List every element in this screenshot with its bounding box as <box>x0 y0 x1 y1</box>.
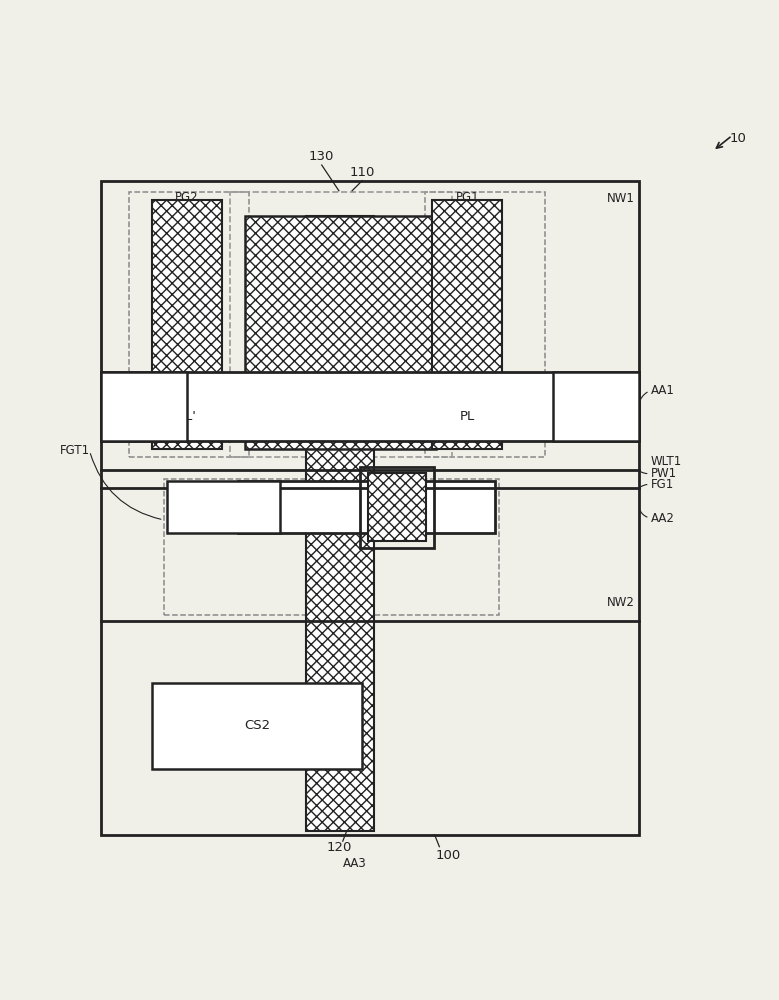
Bar <box>164 479 499 615</box>
Text: WL: WL <box>386 501 407 514</box>
Text: PL: PL <box>460 410 475 423</box>
Text: NW1: NW1 <box>607 192 635 205</box>
Text: PG2: PG2 <box>175 191 199 204</box>
Bar <box>152 200 222 449</box>
Text: BL: BL <box>216 501 232 514</box>
Text: PG1: PG1 <box>456 191 479 204</box>
Bar <box>360 467 434 548</box>
Bar <box>152 683 362 769</box>
Text: CS1: CS1 <box>131 400 157 413</box>
Text: PW1: PW1 <box>650 467 677 480</box>
Bar <box>129 192 249 457</box>
Text: AA2: AA2 <box>650 512 675 525</box>
Bar <box>238 481 495 533</box>
Text: WLT1: WLT1 <box>650 455 682 468</box>
Text: FGT1: FGT1 <box>59 444 90 457</box>
Bar <box>425 192 545 457</box>
Text: 100: 100 <box>435 849 460 862</box>
Bar <box>167 481 280 533</box>
Text: PL': PL' <box>178 410 196 423</box>
Bar <box>368 473 426 541</box>
Text: NW2: NW2 <box>607 596 635 609</box>
Bar <box>101 181 639 835</box>
Text: 120: 120 <box>326 841 351 854</box>
Text: INH: INH <box>584 400 608 413</box>
Bar <box>101 372 187 441</box>
Bar <box>553 372 639 441</box>
Bar <box>230 192 452 457</box>
Text: 10: 10 <box>729 132 746 145</box>
Text: FG1: FG1 <box>650 478 674 491</box>
Text: 130: 130 <box>309 150 334 163</box>
Bar <box>432 200 502 449</box>
Text: AA1: AA1 <box>650 384 675 397</box>
Bar <box>306 216 374 831</box>
Text: AA3: AA3 <box>344 857 367 870</box>
Bar <box>101 372 639 441</box>
Text: 110: 110 <box>350 166 375 179</box>
Bar <box>245 216 436 449</box>
Text: CS2: CS2 <box>244 719 270 732</box>
